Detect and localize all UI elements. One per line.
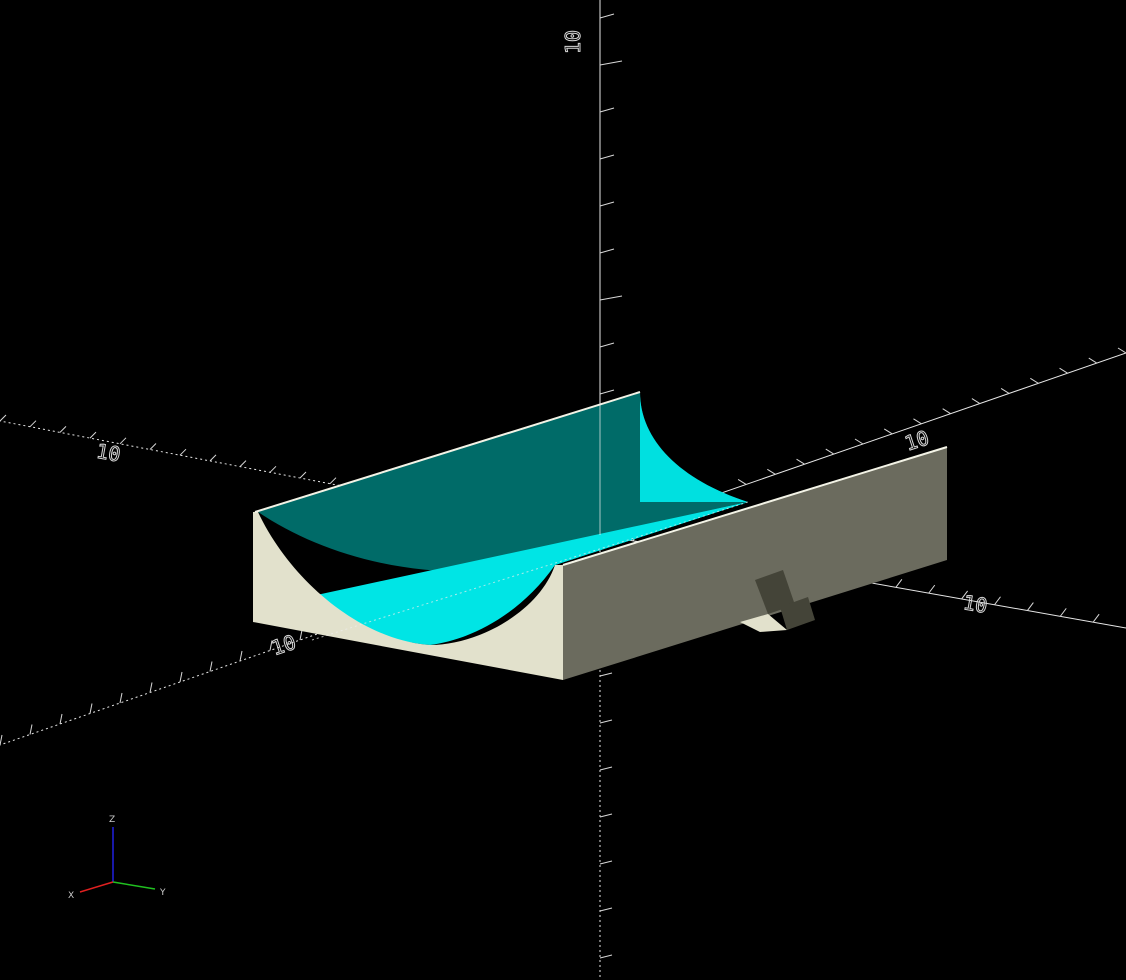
y-neg-tick <box>59 426 67 433</box>
model-tray[interactable] <box>253 391 948 680</box>
z-neg-tick <box>599 672 613 677</box>
y-neg-tick <box>239 460 247 467</box>
y-tick <box>928 584 936 594</box>
z-tick <box>599 154 615 160</box>
x-tick <box>1117 347 1126 354</box>
x-tick <box>942 408 951 415</box>
z-tick <box>599 201 615 207</box>
z-tick <box>599 295 623 301</box>
y-scale-label: 10 <box>961 590 989 618</box>
x-neg-tick <box>239 650 243 662</box>
axis-indicator-x-line <box>79 881 114 893</box>
y-neg-tick <box>329 477 337 485</box>
axis-indicator-z-label: Z <box>109 815 115 825</box>
tray-back-rim <box>254 391 641 513</box>
x-tick <box>737 479 747 485</box>
tray-back-wall <box>258 392 748 572</box>
x-tick <box>883 428 893 435</box>
tray-nub-lower <box>780 597 815 630</box>
z-tick <box>599 107 615 113</box>
y-neg-scale-label: 10 <box>94 439 122 467</box>
axis-indicator-y-line <box>112 881 156 890</box>
x-tick <box>796 458 805 465</box>
x-neg-tick <box>179 671 183 683</box>
scale-labels: 10 10 10 10 10 <box>94 29 990 660</box>
x-axis-through-model <box>311 501 749 641</box>
y-tick <box>961 590 969 600</box>
z-scale-label: 10 <box>561 30 585 54</box>
z-neg-tick <box>599 907 613 912</box>
x-tick <box>1059 367 1068 374</box>
x-tick <box>971 398 981 404</box>
z-neg-tick <box>599 719 613 724</box>
tray-front-rim <box>562 446 948 566</box>
z-neg-tick <box>599 766 613 771</box>
y-tick <box>1092 613 1100 623</box>
tray-end-face-left <box>253 512 563 680</box>
axis-indicator-y-label: Y <box>159 888 166 898</box>
y-neg-tick <box>299 471 307 479</box>
y-neg-tick <box>29 420 37 428</box>
x-tick <box>854 438 864 445</box>
z-tick <box>599 60 623 66</box>
y-tick <box>1059 608 1067 617</box>
x-tick <box>913 418 922 425</box>
tray-nub-upper <box>755 570 795 614</box>
x-tick <box>1000 388 1010 394</box>
x-tick <box>1030 377 1039 384</box>
y-neg-tick <box>89 431 97 439</box>
x-neg-tick <box>209 661 213 672</box>
axis-ticks <box>0 13 1126 959</box>
axis-indicator-x-label: X <box>68 891 74 901</box>
z-neg-tick <box>599 954 613 959</box>
y-neg-tick <box>119 437 127 445</box>
axes-front <box>311 392 749 641</box>
z-tick <box>599 248 615 254</box>
x-tick <box>1088 357 1098 364</box>
y-tick <box>1026 602 1034 611</box>
y-neg-tick <box>269 465 277 473</box>
x-neg-tick <box>29 724 33 735</box>
y-neg-tick <box>0 414 7 422</box>
tray-floor <box>312 502 748 645</box>
axis-indicator: Z Y X <box>68 815 166 901</box>
z-neg-tick <box>599 813 613 818</box>
z-tick <box>599 389 615 395</box>
tray-nub-base <box>740 614 787 632</box>
z-neg-tick <box>599 860 613 865</box>
x-neg-tick <box>119 692 123 704</box>
y-tick <box>994 596 1001 606</box>
x-neg-tick <box>269 640 273 651</box>
x-neg-tick <box>299 629 303 641</box>
tray-front-face <box>563 447 947 680</box>
y-neg-tick <box>179 448 187 456</box>
z-tick <box>599 342 615 348</box>
x-neg-tick <box>0 734 3 746</box>
x-tick <box>825 448 835 455</box>
y-neg-tick <box>209 454 217 462</box>
y-tick <box>895 579 903 588</box>
tray-right-curve <box>640 392 748 502</box>
x-neg-tick <box>149 682 153 693</box>
x-tick <box>767 468 776 475</box>
z-tick <box>599 13 615 19</box>
y-neg-tick <box>149 443 157 450</box>
x-neg-tick <box>89 703 93 714</box>
x-neg-tick <box>59 713 63 725</box>
